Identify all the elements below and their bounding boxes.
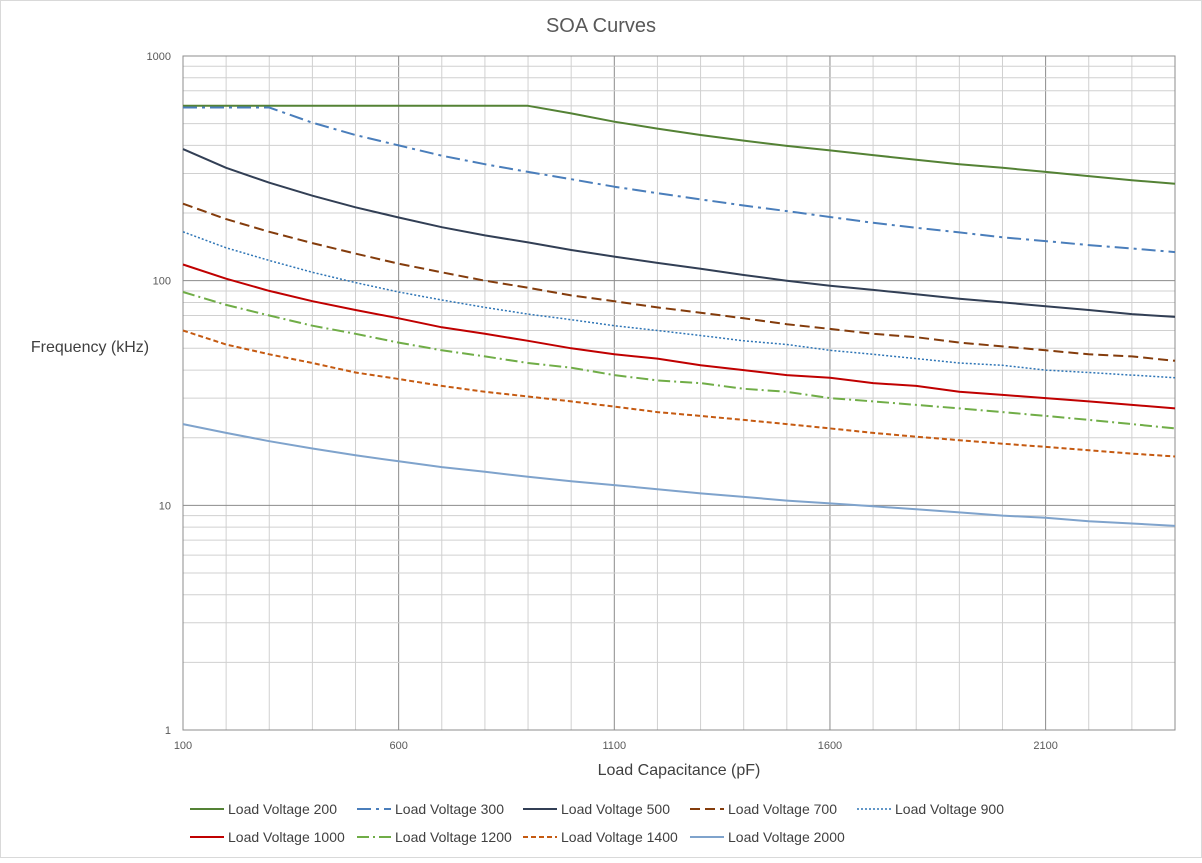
series-line-load-voltage-1400 xyxy=(182,329,1176,458)
legend-label: Load Voltage 700 xyxy=(728,801,837,817)
legend-label: Load Voltage 300 xyxy=(395,801,504,817)
x-axis-title: Load Capacitance (pF) xyxy=(598,762,761,779)
legend-label: Load Voltage 2000 xyxy=(728,829,845,845)
series-line-load-voltage-200 xyxy=(183,104,1176,185)
legend-label: Load Voltage 1200 xyxy=(395,829,512,845)
x-tick-label: 1100 xyxy=(602,740,626,752)
legend-label: Load Voltage 1400 xyxy=(561,829,678,845)
chart-title: SOA Curves xyxy=(546,15,656,37)
grid-lines xyxy=(182,55,1176,731)
legend-label: Load Voltage 200 xyxy=(228,801,337,817)
legend-label: Load Voltage 900 xyxy=(895,801,1004,817)
series-layer xyxy=(182,104,1176,527)
series-line-load-voltage-1200 xyxy=(182,291,1176,430)
x-tick-label: 1600 xyxy=(818,740,842,752)
y-tick-label: 1000 xyxy=(147,51,171,63)
y-tick-label: 10 xyxy=(159,500,171,512)
x-tick-label: 600 xyxy=(389,740,407,752)
legend: Load Voltage 200 Load Voltage 300 Load Vol… xyxy=(190,801,1004,845)
legend-label: Load Voltage 500 xyxy=(561,801,670,817)
tick-labels: 100 600 1100 1600 2100 1 10 100 1000 xyxy=(147,51,1058,752)
y-tick-label: 100 xyxy=(153,276,171,288)
series-line-load-voltage-1000 xyxy=(182,263,1176,410)
series-line-load-voltage-900 xyxy=(182,231,1176,379)
x-tick-label: 2100 xyxy=(1033,740,1057,752)
series-line-load-voltage-700 xyxy=(182,202,1176,362)
series-line-load-voltage-500 xyxy=(182,148,1176,318)
x-tick-label: 100 xyxy=(174,740,192,752)
plot-area-border xyxy=(182,55,1176,731)
y-tick-label: 1 xyxy=(165,725,171,737)
series-line-load-voltage-300 xyxy=(183,106,1176,254)
y-axis-title: Frequency (kHz) xyxy=(31,339,149,356)
legend-label: Load Voltage 1000 xyxy=(228,829,345,845)
series-line-load-voltage-2000 xyxy=(182,423,1176,527)
